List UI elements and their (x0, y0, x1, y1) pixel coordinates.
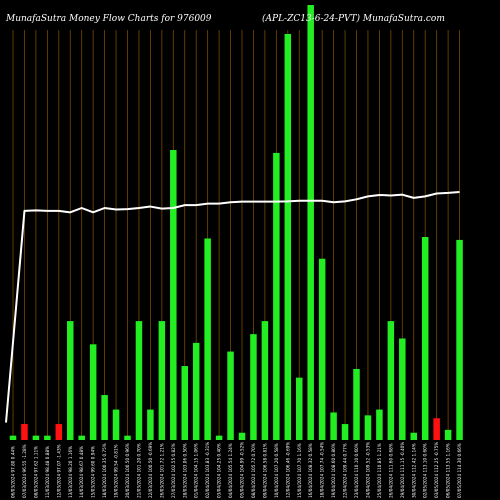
tick-label: 10/04/2024 107.20 0.58% (274, 443, 279, 498)
bar (410, 432, 417, 440)
tick-label: 15/04/2024 107.70 1.16% (297, 443, 302, 498)
bar (456, 239, 463, 440)
tick-label: 19/04/2024 108.60 0.80% (331, 443, 336, 498)
tick-label: 08/03/2024 97.62 1.11% (33, 446, 38, 498)
bar (330, 412, 337, 440)
tick-label: 21/03/2024 101.20 0.70% (136, 443, 141, 498)
bar (364, 415, 372, 440)
tick-label: 13/03/2024 98.20 1.16% (68, 446, 73, 498)
tick-label: 27/03/2024 102.55 0.82% (171, 443, 176, 498)
tick-label: 12/03/2024 97.07 -1.43% (56, 444, 61, 498)
bar (238, 432, 246, 440)
tick-label: 06/03/2024 97.80 0.44% (11, 446, 16, 498)
tick-label: 23/04/2024 110.10 0.60% (354, 443, 359, 498)
tick-label: 01/04/2024 104.15 1.06% (194, 443, 199, 498)
tick-label: 07/05/2024 114.30 0.66% (457, 443, 462, 498)
bar (89, 344, 97, 440)
tick-label: 30/04/2024 112.42 1.14% (411, 443, 416, 498)
bar (227, 351, 234, 440)
bar (32, 435, 40, 440)
tick-label: 19/03/2024 99.54 -0.81% (114, 444, 119, 498)
tick-label: 07/03/2024 96.55 -1.28% (22, 444, 27, 498)
bar (318, 258, 326, 440)
tick-label: 04/04/2024 105.54 1.24% (228, 443, 233, 498)
chart-subtitle: (APL-ZC13-6-24-PVT) MunafaSutra.com (262, 13, 445, 24)
chart-title: MunafaSutra Money Flow Charts for 976009 (5, 14, 212, 24)
bar (147, 409, 154, 440)
bar (421, 237, 429, 440)
tick-label: 26/03/2024 101.72 1.21% (159, 443, 164, 498)
bar (170, 150, 177, 440)
bars (9, 5, 463, 440)
bar (9, 435, 17, 440)
tick-label: 14/03/2024 98.67 0.48% (79, 446, 84, 498)
bar (353, 368, 360, 440)
bar (296, 377, 303, 440)
bar (273, 152, 280, 440)
tick-label: 16/04/2024 108.32 0.58% (308, 443, 313, 498)
bar (261, 321, 269, 440)
tick-label: 15/03/2024 99.60 0.94% (91, 446, 96, 498)
bar (433, 418, 440, 440)
bar (376, 409, 383, 440)
bar (444, 429, 452, 440)
tick-label: 12/04/2024 106.46 -0.69% (285, 442, 290, 498)
bar (181, 366, 188, 440)
tick-label: 26/04/2024 111.60 0.68% (388, 443, 393, 498)
tick-label: 11/03/2024 98.48 0.88% (45, 446, 50, 498)
tick-label: 29/04/2024 111.15 -0.40% (400, 442, 405, 498)
tick-label: 08/04/2024 105.72 0.70% (251, 443, 256, 498)
bar (135, 321, 143, 440)
bar (112, 409, 120, 440)
bar (101, 395, 108, 440)
bar (67, 321, 74, 440)
bar (44, 435, 51, 440)
x-axis-tick-labels: 06/03/2024 97.80 0.44% 07/03/2024 96.55 -… (11, 442, 463, 498)
bar (124, 435, 131, 440)
tick-label: 28/03/2024 103.06 0.50% (182, 443, 187, 498)
bar (307, 5, 314, 440)
bar (192, 342, 200, 440)
tick-label: 02/05/2024 113.10 0.60% (423, 443, 428, 498)
tick-label: 20/03/2024 100.50 0.96% (125, 443, 130, 498)
bar (387, 321, 395, 440)
bar (158, 321, 166, 440)
tick-label: 03/05/2024 112.25 -0.75% (434, 442, 439, 498)
tick-label: 02/04/2024 103.83 -0.31% (205, 442, 210, 498)
tick-label: 09/04/2024 106.58 0.81% (262, 443, 267, 498)
tick-label: 03/04/2024 104.25 0.40% (217, 443, 222, 498)
bar (215, 435, 223, 440)
bar (55, 424, 63, 440)
bar (250, 334, 257, 440)
bar (21, 424, 28, 440)
bar (78, 435, 85, 440)
tick-label: 18/04/2024 107.74 -0.54% (320, 442, 325, 498)
tick-label: 18/03/2024 100.35 0.75% (102, 443, 107, 498)
bar (284, 34, 292, 440)
money-flow-line (5, 191, 460, 423)
tick-label: 25/04/2024 110.85 1.21% (377, 443, 382, 498)
bar (204, 238, 211, 440)
tick-label: 06/05/2024 113.55 1.16% (446, 443, 451, 498)
tick-label: 22/04/2024 109.44 0.77% (343, 443, 348, 498)
tick-label: 05/04/2024 104.99 -0.52% (240, 442, 245, 498)
tick-label: 24/04/2024 109.52 -0.53% (365, 442, 370, 498)
bar (399, 338, 406, 440)
bar (341, 424, 349, 440)
tick-label: 22/03/2024 100.50 -0.69% (148, 442, 153, 498)
